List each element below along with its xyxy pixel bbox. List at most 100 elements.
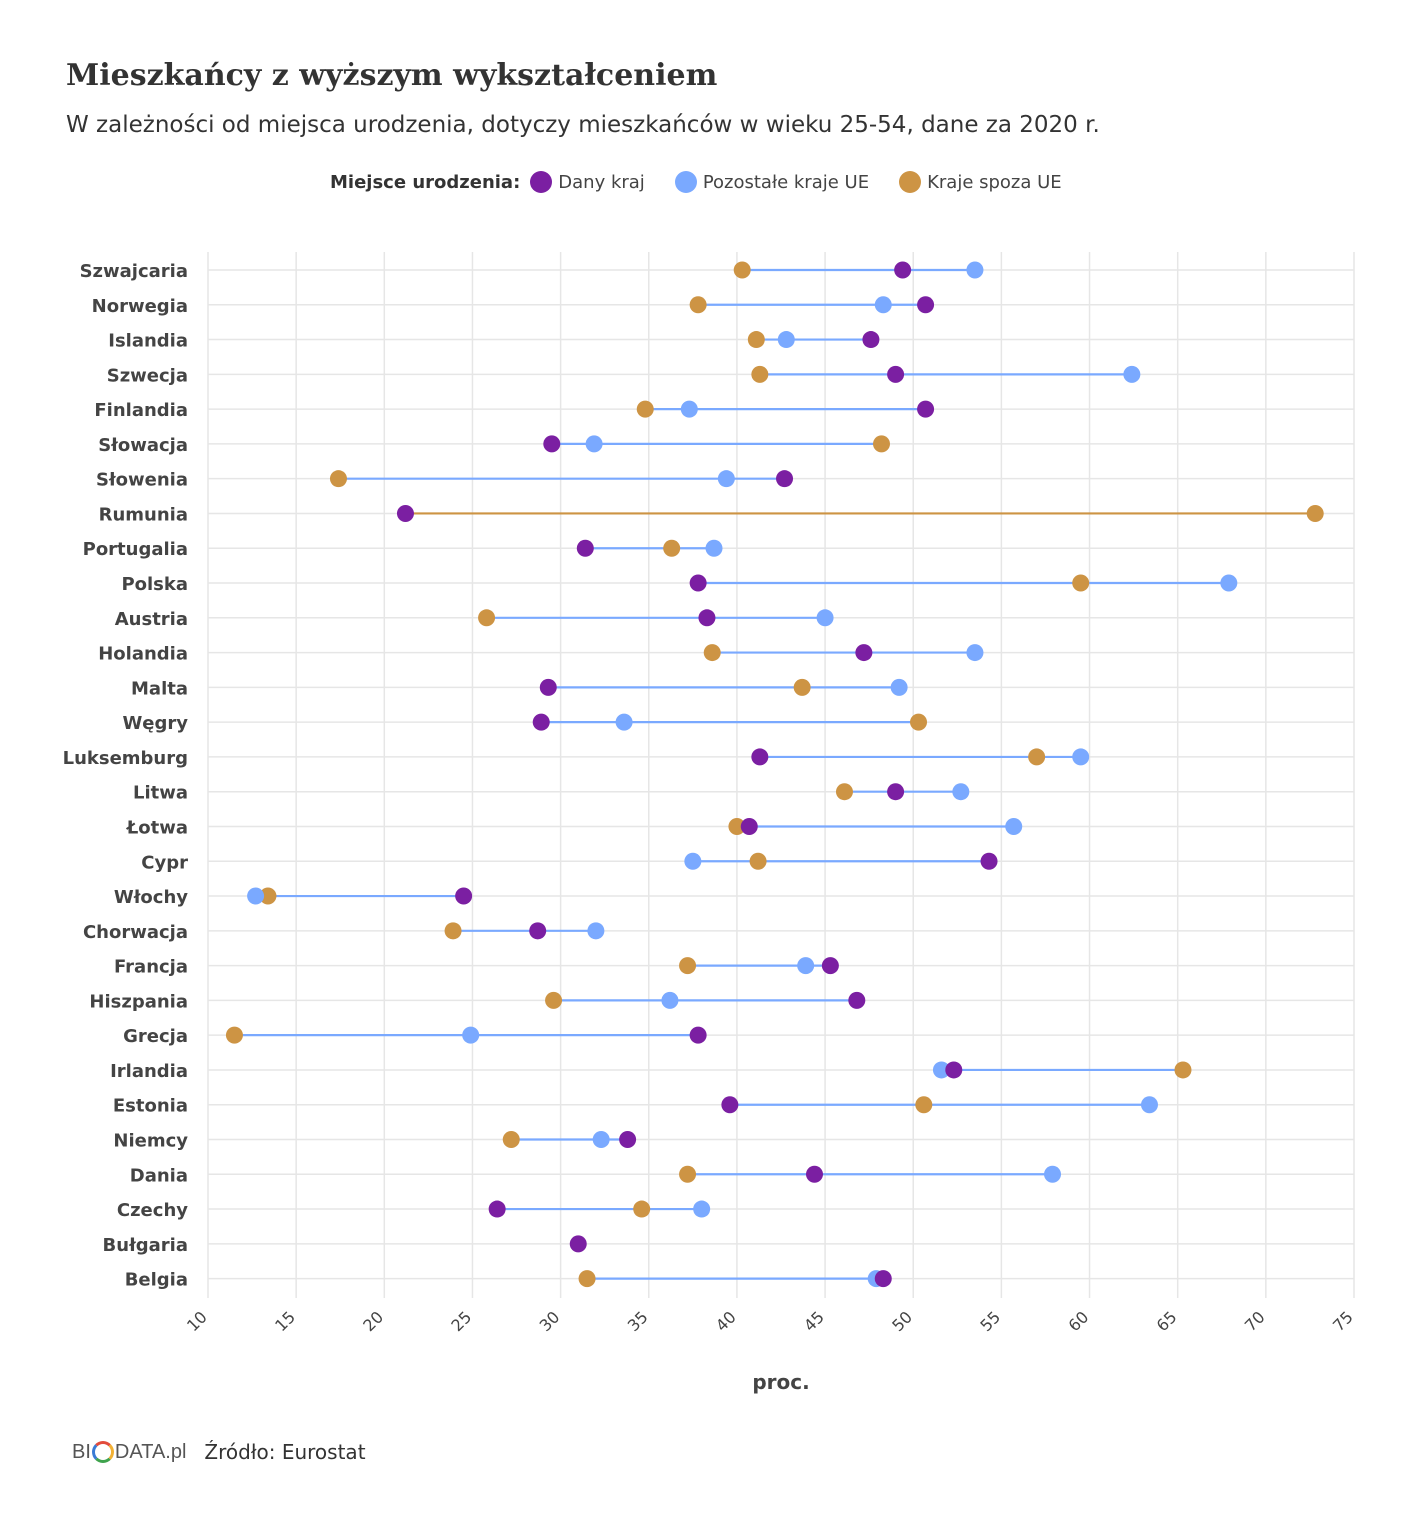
- legend-dot-icon: [674, 171, 697, 193]
- point-home: [721, 1096, 739, 1114]
- point-eu: [777, 331, 795, 349]
- point-home: [805, 1165, 823, 1183]
- point-noneu: [478, 609, 496, 627]
- legend-item-eu[interactable]: Pozostałe kraje UE: [674, 171, 870, 193]
- legend-label: Kraje spoza UE: [927, 171, 1062, 193]
- point-eu: [592, 1131, 610, 1148]
- point-noneu: [703, 644, 721, 662]
- country-label: Holandia: [98, 644, 188, 665]
- point-home: [917, 400, 935, 418]
- point-noneu: [663, 539, 681, 557]
- point-noneu: [747, 331, 765, 349]
- country-label: Polska: [121, 574, 188, 595]
- country-label: Estonia: [113, 1096, 188, 1117]
- point-home: [543, 435, 561, 453]
- country-label: Szwecja: [107, 365, 188, 386]
- point-home: [539, 678, 557, 696]
- x-tick-label: 65: [1153, 1307, 1181, 1335]
- point-eu: [890, 678, 908, 696]
- point-home: [917, 296, 935, 314]
- point-noneu: [545, 991, 563, 1009]
- point-eu: [717, 470, 735, 488]
- country-label: Francja: [114, 957, 188, 978]
- point-noneu: [329, 470, 347, 488]
- x-tick-label: 20: [359, 1307, 387, 1335]
- point-eu: [684, 852, 702, 870]
- source-note: Źródło: Eurostat: [204, 1440, 366, 1464]
- point-noneu: [751, 365, 769, 383]
- point-home: [740, 817, 758, 835]
- country-label: Grecja: [123, 1026, 188, 1047]
- x-tick-label: 15: [271, 1307, 299, 1335]
- point-noneu: [679, 957, 697, 975]
- point-home: [569, 1235, 587, 1253]
- legend-item-noneu[interactable]: Kraje spoza UE: [899, 171, 1062, 193]
- point-eu: [587, 922, 605, 940]
- point-home: [980, 852, 998, 870]
- point-eu: [247, 887, 265, 905]
- point-eu: [952, 783, 970, 801]
- point-home: [396, 504, 414, 522]
- point-eu: [874, 296, 892, 314]
- country-label: Finlandia: [94, 400, 188, 421]
- point-noneu: [502, 1131, 520, 1148]
- point-home: [887, 783, 905, 801]
- point-noneu: [1174, 1061, 1192, 1079]
- point-home: [455, 887, 473, 905]
- point-eu: [693, 1200, 711, 1218]
- point-noneu: [679, 1165, 697, 1183]
- point-eu: [615, 713, 633, 731]
- country-label: Cypr: [141, 852, 188, 873]
- country-label: Chorwacja: [83, 922, 188, 943]
- legend: Miejsce urodzenia: Dany kraj Pozostałe k…: [330, 169, 1092, 195]
- x-tick-label: 40: [712, 1307, 740, 1335]
- country-label: Szwajcaria: [80, 261, 188, 282]
- logo-text-left: BI: [72, 1440, 91, 1463]
- point-home: [821, 957, 839, 975]
- legend-item-home[interactable]: Dany kraj: [530, 171, 645, 193]
- country-label: Luksemburg: [63, 748, 188, 769]
- country-label: Włochy: [114, 887, 188, 908]
- x-tick-label: 45: [800, 1307, 828, 1335]
- x-tick-label: 25: [447, 1307, 475, 1335]
- country-label: Słowenia: [96, 470, 188, 491]
- country-label: Irlandia: [110, 1061, 188, 1082]
- point-home: [894, 261, 912, 279]
- country-label: Islandia: [108, 331, 188, 352]
- country-label: Bułgaria: [103, 1235, 188, 1256]
- point-eu: [585, 435, 603, 453]
- point-noneu: [872, 435, 890, 453]
- point-noneu: [1306, 504, 1324, 522]
- point-eu: [966, 644, 984, 662]
- point-noneu: [749, 852, 767, 870]
- point-eu: [1220, 574, 1238, 592]
- point-noneu: [835, 783, 853, 801]
- country-label: Hiszpania: [89, 991, 188, 1012]
- logo-text-right: DATA.pl: [114, 1440, 187, 1463]
- country-label: Niemcy: [113, 1131, 188, 1152]
- legend-dot-icon: [899, 171, 922, 193]
- chart-title: Mieszkańcy z wyższym wykształceniem: [66, 58, 718, 93]
- point-noneu: [225, 1026, 243, 1044]
- country-label: Łotwa: [126, 817, 188, 838]
- point-home: [874, 1270, 892, 1288]
- point-noneu: [1028, 748, 1046, 766]
- point-noneu: [689, 296, 707, 314]
- chart-subtitle: W zależności od miejsca urodzenia, dotyc…: [66, 112, 1100, 138]
- point-noneu: [733, 261, 751, 279]
- x-tick-label: 10: [183, 1307, 211, 1335]
- country-label: Norwegia: [92, 296, 188, 317]
- x-tick-label: 35: [624, 1307, 652, 1335]
- country-label: Czechy: [117, 1200, 188, 1221]
- point-noneu: [728, 817, 746, 835]
- legend-dot-icon: [530, 171, 553, 193]
- point-home: [689, 1026, 707, 1044]
- point-home: [751, 748, 769, 766]
- point-eu: [1005, 817, 1023, 835]
- country-label: Austria: [115, 609, 188, 630]
- point-noneu: [636, 400, 654, 418]
- point-home: [698, 609, 716, 627]
- point-noneu: [259, 887, 277, 905]
- legend-label: Pozostałe kraje UE: [702, 171, 870, 193]
- point-eu: [1072, 748, 1090, 766]
